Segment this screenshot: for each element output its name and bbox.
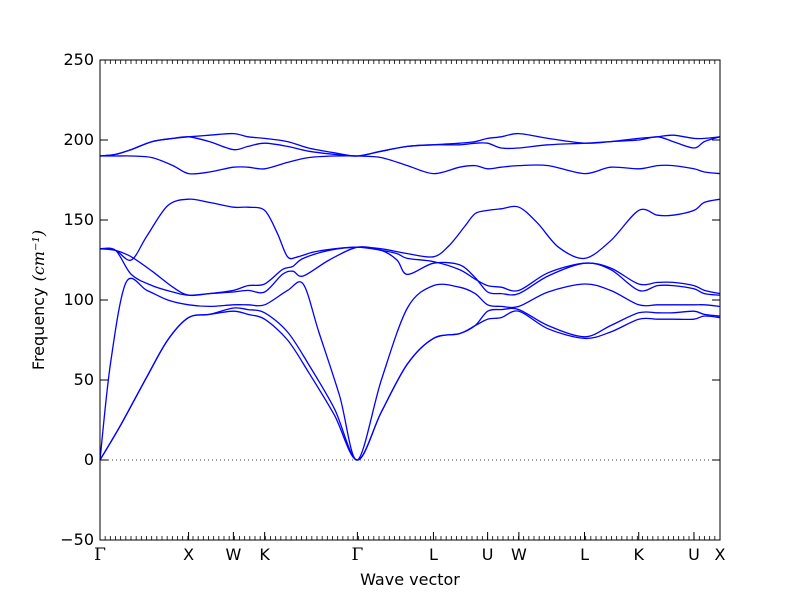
plot-frame	[99, 59, 721, 541]
y-tick-label: 100	[63, 290, 94, 309]
x-tick-label: W	[511, 545, 527, 564]
y-axis-unit: (	[29, 274, 48, 281]
series-line-6	[99, 198, 721, 261]
y-axis-unit-text: cm⁻¹	[29, 236, 48, 275]
x-tick-label: K	[633, 545, 644, 564]
series-line-3	[99, 277, 721, 461]
x-axis-label: Wave vector	[360, 570, 460, 589]
series-group	[99, 132, 721, 461]
x-tick-label: X	[715, 545, 726, 564]
series-line-7	[99, 155, 721, 175]
x-tick-label: U	[688, 545, 700, 564]
y-axis-unit-close: )	[29, 230, 48, 237]
x-tick-label: U	[482, 545, 494, 564]
y-tick-label: 200	[63, 130, 94, 149]
y-tick-label: −50	[60, 530, 94, 549]
series-line-5	[99, 246, 721, 297]
x-tick-label: K	[259, 545, 270, 564]
y-tick-label: 150	[63, 210, 94, 229]
series-line-2	[99, 307, 721, 461]
y-axis-label-text: Frequency	[29, 287, 48, 370]
plot-frame-group	[99, 59, 721, 541]
x-tick-label: X	[183, 545, 194, 564]
series-line-1	[99, 310, 721, 461]
y-ticks-group: −50 0 50 100 150 200 250	[60, 50, 720, 549]
x-tick-label: L	[429, 545, 438, 564]
y-tick-label: 50	[74, 370, 94, 389]
y-tick-label: 0	[84, 450, 94, 469]
x-tick-label: Γ	[351, 545, 363, 565]
y-axis-label: Frequency (cm⁻¹)	[29, 230, 48, 370]
x-tick-label: L	[580, 545, 589, 564]
x-tick-label: Γ	[94, 545, 106, 565]
x-tick-label: W	[225, 545, 241, 564]
series-line-9	[99, 132, 721, 157]
y-tick-label: 250	[63, 50, 94, 69]
